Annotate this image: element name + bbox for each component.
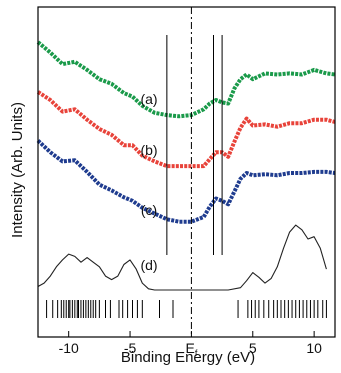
curve-label-d: (d) [140,257,157,273]
x-ticks-layer: -10 -5 Ef 5 10 [59,331,322,358]
series-a-line [36,40,336,119]
series-d-line [37,224,327,291]
curve-label-b: (b) [140,142,157,158]
x-tick-label: 5 [249,340,257,356]
markers-layer [166,7,223,337]
series-c-line [36,139,336,224]
plot-frame [37,6,336,338]
y-axis-title: Intensity (Arb. Units) [9,102,26,238]
curve-label-c: (c) [141,202,157,218]
fermi-subscript: f [195,348,198,358]
x-tick-label: -10 [59,340,79,356]
series-b-line [36,90,336,169]
curves-layer [36,40,336,291]
x-axis-title: Binding Energy (eV) [121,349,255,366]
eigenvalue-ticks-layer [46,300,327,318]
curve-label-a: (a) [140,91,157,107]
x-tick-label: -5 [124,340,137,356]
x-tick-label: Ef [185,340,197,358]
x-tick-label: 10 [306,340,322,356]
